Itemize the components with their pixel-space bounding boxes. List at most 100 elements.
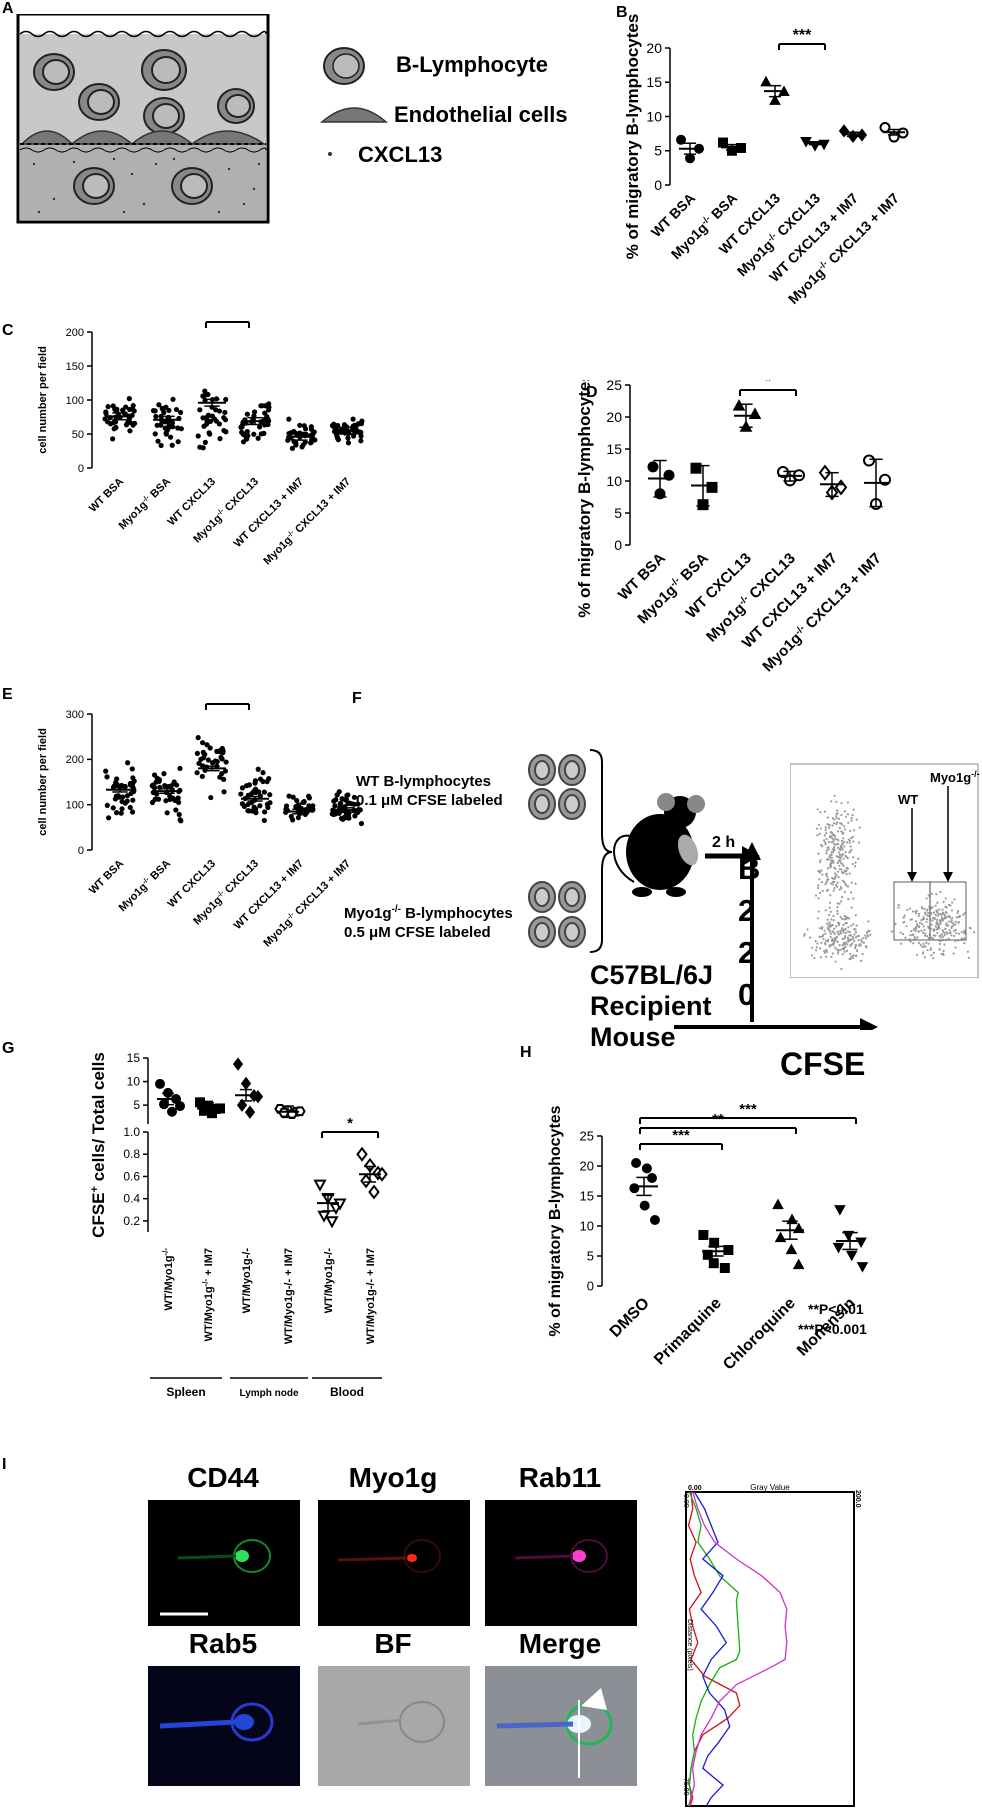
flow-event [828,928,831,931]
profile-frame [685,1491,855,1807]
flow-event [954,946,957,949]
flow-event [918,921,922,925]
flow-event [963,937,966,940]
flow-event [859,943,862,946]
flow-event [951,922,955,925]
flow-event [824,955,828,958]
flow-event [938,934,941,938]
flow-event [825,875,829,878]
c-point [358,438,364,444]
flow-event [942,952,945,955]
flow-event [851,814,854,817]
flow-event [947,937,950,940]
flow-event [936,926,939,929]
flow-event [817,869,820,873]
e-point [267,792,273,798]
flow-event [832,847,836,850]
flow-event [860,938,863,941]
e-point [124,793,131,799]
c-point [204,418,210,424]
flow-event [811,946,814,949]
flow-event [816,834,819,837]
c-point [202,439,208,445]
flow-event [833,880,836,884]
b220-2a: 2 [738,893,756,928]
g-y-tick-label: 0.2 [123,1214,140,1228]
flow-event [833,886,836,890]
profile-x-max: 200.0 [854,1490,861,1508]
flow-event [950,916,954,920]
c-point [197,407,203,413]
e-category-label: WT BSA [87,858,126,897]
flow-event [826,879,829,882]
g-point [376,1166,388,1182]
e-point [217,747,223,754]
g-group-label: Blood [330,1385,364,1399]
c-point [264,414,270,420]
flow-event [838,868,842,871]
h-point [708,1258,719,1269]
flow-event [828,930,832,933]
transwell-diagram [16,14,270,224]
flow-event [828,945,832,948]
flow-event [952,952,955,955]
h-y-tick-label: 25 [580,1129,594,1144]
flow-event [927,925,930,928]
c-point [300,442,306,448]
c-point [216,408,223,414]
flow-event [840,813,843,817]
flow-event [944,914,947,917]
flow-event [841,842,845,845]
h-point [845,1250,858,1262]
h-point [832,1242,845,1254]
e-point [208,794,214,801]
c-point [160,406,166,413]
flow-event [855,924,858,927]
flow-event [956,910,960,913]
e-point [153,779,159,785]
flow-event [844,922,847,925]
channel-label-bf: BF [374,1628,412,1659]
flow-event [837,876,840,879]
flow-event [925,917,929,921]
g-y-tick-label: 0.8 [123,1147,140,1161]
flow-event [836,846,840,849]
flow-event [829,894,832,897]
flow-event [938,948,941,951]
flow-event [825,889,828,892]
flow-event [816,917,820,920]
h-y-tick-label: 20 [580,1159,594,1174]
g-category-label: WT/Myo1g-/- [323,1248,335,1314]
flow-event [963,912,966,915]
h-ylabel: % of migratory B-lymphocytes [547,1105,564,1336]
c-point [209,413,216,419]
flow-event [831,942,835,946]
flow-event [903,914,906,917]
flow-event [845,841,849,844]
c-point [163,430,169,436]
endothelial-legend-icon [320,107,388,123]
flow-event [813,956,816,960]
microscopy-bf [318,1666,470,1786]
g-point [360,1173,372,1189]
h-sig-label: *** [672,1127,690,1144]
flow-event [854,861,857,864]
e-point [239,785,246,791]
flow-event [945,931,948,934]
flow-event [846,943,849,946]
h-point [641,1163,652,1174]
flow-event [825,852,828,855]
flow-event [826,823,829,826]
flow-event [936,901,939,904]
h-point [785,1243,798,1255]
flow-event [930,923,933,926]
flow-event [920,906,923,909]
g-y-tick-label: 5 [133,1098,140,1112]
c-point [261,430,267,436]
c-point [168,434,174,440]
e-point [306,795,313,801]
e-point [104,802,110,808]
flow-event [864,937,868,940]
flow-event [818,861,822,864]
flow-event [828,921,831,924]
